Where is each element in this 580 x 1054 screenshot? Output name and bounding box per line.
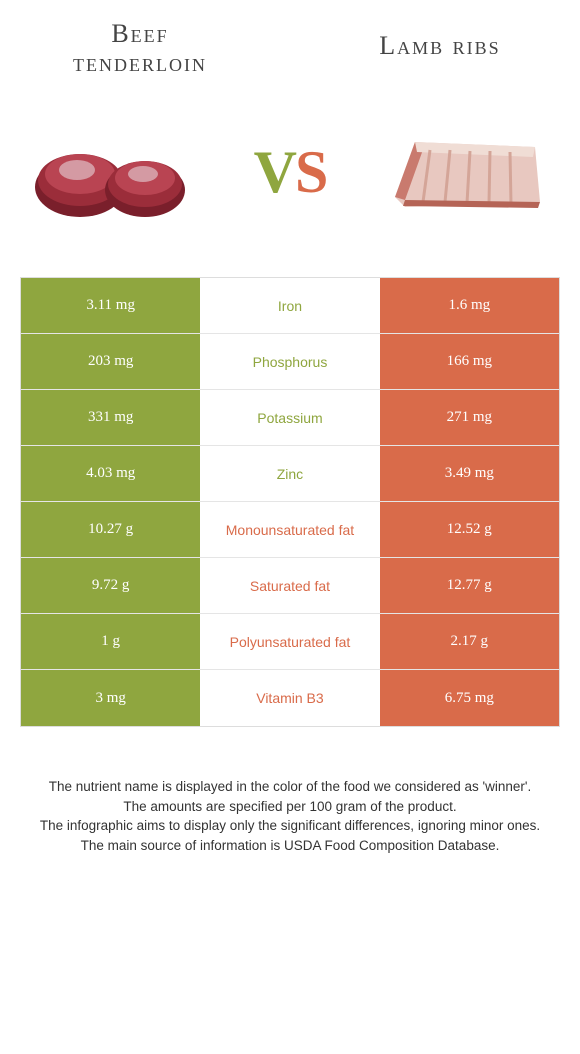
table-row: 203 mg Phosphorus 166 mg (21, 334, 559, 390)
vs-s: S (295, 139, 326, 205)
left-food-image (25, 107, 205, 237)
right-title-line1: Lamb ribs (379, 31, 500, 60)
table-row: 10.27 g Monounsaturated fat 12.52 g (21, 502, 559, 558)
right-value: 12.77 g (380, 558, 559, 613)
table-row: 1 g Polyunsaturated fat 2.17 g (21, 614, 559, 670)
footer-line: The nutrient name is displayed in the co… (25, 777, 555, 797)
right-value: 1.6 mg (380, 278, 559, 333)
nutrient-name: Iron (200, 278, 379, 333)
left-value: 3.11 mg (21, 278, 200, 333)
table-row: 331 mg Potassium 271 mg (21, 390, 559, 446)
right-value: 6.75 mg (380, 670, 559, 726)
right-food-title: Lamb ribs (340, 20, 540, 77)
nutrient-name: Vitamin B3 (200, 670, 379, 726)
footer-line: The main source of information is USDA F… (25, 836, 555, 856)
footer-line: The amounts are specified per 100 gram o… (25, 797, 555, 817)
left-value: 10.27 g (21, 502, 200, 557)
left-value: 3 mg (21, 670, 200, 726)
left-value: 9.72 g (21, 558, 200, 613)
nutrient-name: Monounsaturated fat (200, 502, 379, 557)
nutrient-name: Potassium (200, 390, 379, 445)
table-row: 9.72 g Saturated fat 12.77 g (21, 558, 559, 614)
table-row: 4.03 mg Zinc 3.49 mg (21, 446, 559, 502)
nutrient-name: Saturated fat (200, 558, 379, 613)
vs-v: V (254, 139, 295, 205)
table-row: 3.11 mg Iron 1.6 mg (21, 278, 559, 334)
left-value: 331 mg (21, 390, 200, 445)
left-title-line2: tenderloin (73, 48, 207, 77)
left-food-title: Beef tenderloin (40, 20, 240, 77)
right-food-image (375, 107, 555, 237)
right-value: 166 mg (380, 334, 559, 389)
nutrient-name: Phosphorus (200, 334, 379, 389)
nutrient-name: Zinc (200, 446, 379, 501)
right-value: 12.52 g (380, 502, 559, 557)
footer-notes: The nutrient name is displayed in the co… (0, 727, 580, 875)
vs-label: VS (254, 138, 327, 207)
table-row: 3 mg Vitamin B3 6.75 mg (21, 670, 559, 726)
left-value: 4.03 mg (21, 446, 200, 501)
left-value: 203 mg (21, 334, 200, 389)
left-value: 1 g (21, 614, 200, 669)
right-value: 2.17 g (380, 614, 559, 669)
right-value: 3.49 mg (380, 446, 559, 501)
nutrition-table: 3.11 mg Iron 1.6 mg 203 mg Phosphorus 16… (20, 277, 560, 727)
right-value: 271 mg (380, 390, 559, 445)
footer-line: The infographic aims to display only the… (25, 816, 555, 836)
nutrient-name: Polyunsaturated fat (200, 614, 379, 669)
left-title-line1: Beef (111, 19, 168, 48)
